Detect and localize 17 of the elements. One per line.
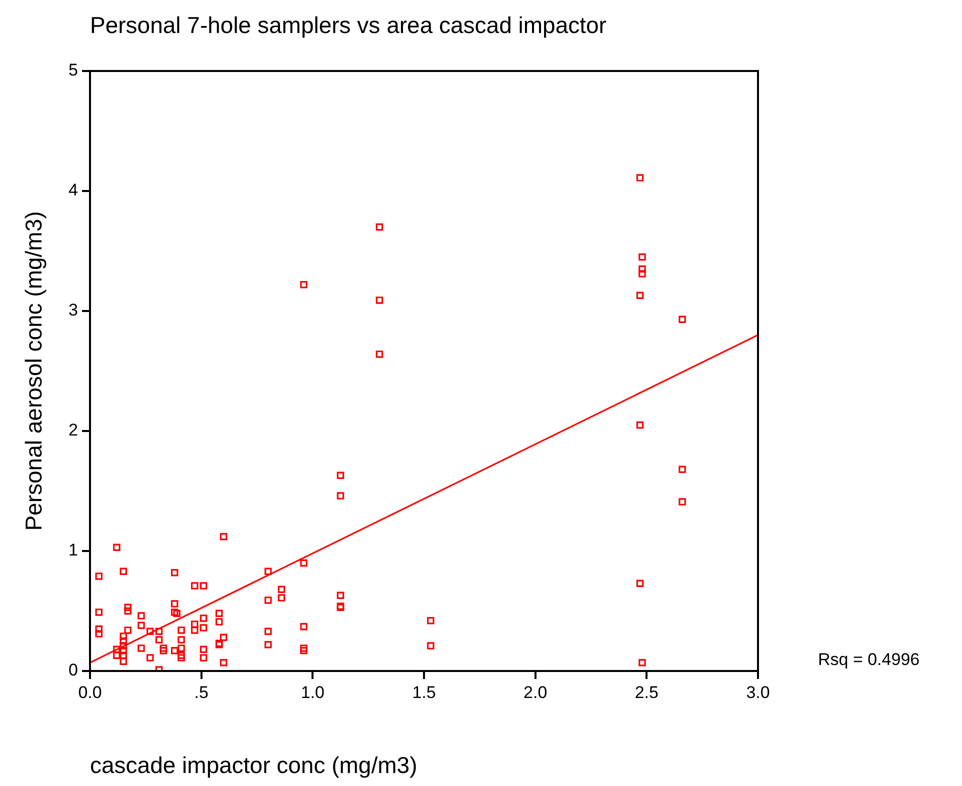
y-tick-label: 2 (68, 420, 78, 440)
y-tick-label: 0 (68, 660, 78, 680)
x-tick-label: 1.5 (412, 682, 436, 702)
x-tick-label: 2.0 (524, 682, 548, 702)
x-axis-title: cascade impactor conc (mg/m3) (90, 752, 418, 779)
x-tick-label: 0.0 (78, 682, 102, 702)
x-tick-label: 3.0 (746, 682, 770, 702)
y-tick-label: 3 (68, 300, 78, 320)
y-axis-title: Personal aerosol conc (mg/m3) (20, 211, 48, 531)
y-tick-label: 5 (68, 60, 78, 80)
chart-title: Personal 7-hole samplers vs area cascad impactor (90, 12, 606, 39)
y-tick-label: 1 (68, 540, 78, 560)
y-tick-label: 4 (68, 180, 78, 200)
x-tick-label: 2.5 (634, 682, 658, 702)
text: Rsq = 0.4996 (818, 650, 920, 670)
x-tick-label: 1.0 (300, 682, 324, 702)
x-tick-label: .5 (194, 682, 208, 702)
